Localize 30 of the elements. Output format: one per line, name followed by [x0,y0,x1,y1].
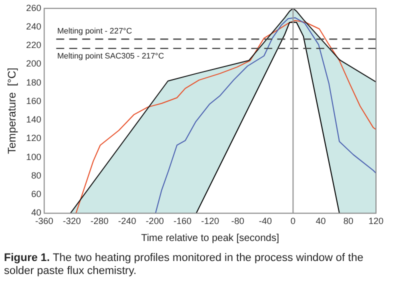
y-tick-label: 160 [26,96,42,106]
y-tick-label: 180 [26,77,42,88]
x-axis-title: Time relative to peak [seconds] [141,232,280,244]
x-tick-label: -200 [146,216,164,226]
y-tick-label: 240 [26,22,42,32]
x-tick-label: 80 [343,216,354,226]
y-tick-label: 140 [26,114,42,125]
y-tick-label: 60 [31,189,42,200]
x-tick-label: -360 [35,216,54,226]
x-tick-label: -40 [258,216,272,226]
ref-line-label: Melting point - 227°C [57,26,132,36]
x-tick-label: -240 [118,216,136,226]
y-tick-label: 260 [26,2,42,13]
x-tick-label: -280 [90,216,109,226]
y-tick-label: 120 [26,133,42,144]
ref-line-label: Melting point SAC305 - 217°C [57,52,164,61]
x-tick-label: -120 [201,216,220,226]
x-tick-label: -80 [231,216,244,226]
y-tick-label: 40 [31,208,42,218]
x-tick-label: -320 [62,216,81,226]
y-tick-label: 100 [26,152,42,162]
y-tick-label: 220 [26,40,42,50]
x-tick-label: 120 [368,216,384,226]
x-tick-label: -160 [173,216,192,226]
y-axis-title: Temperature [°C] [6,68,19,154]
caption: Figure 1. The two heating profiles monitored in the process window of the solder paste flux chemistry. [4,252,364,277]
x-tick-label: 0 [290,216,296,226]
y-tick-label: 200 [26,58,42,69]
y-tick-label: 80 [31,170,42,180]
x-tick-label: 40 [316,216,326,226]
